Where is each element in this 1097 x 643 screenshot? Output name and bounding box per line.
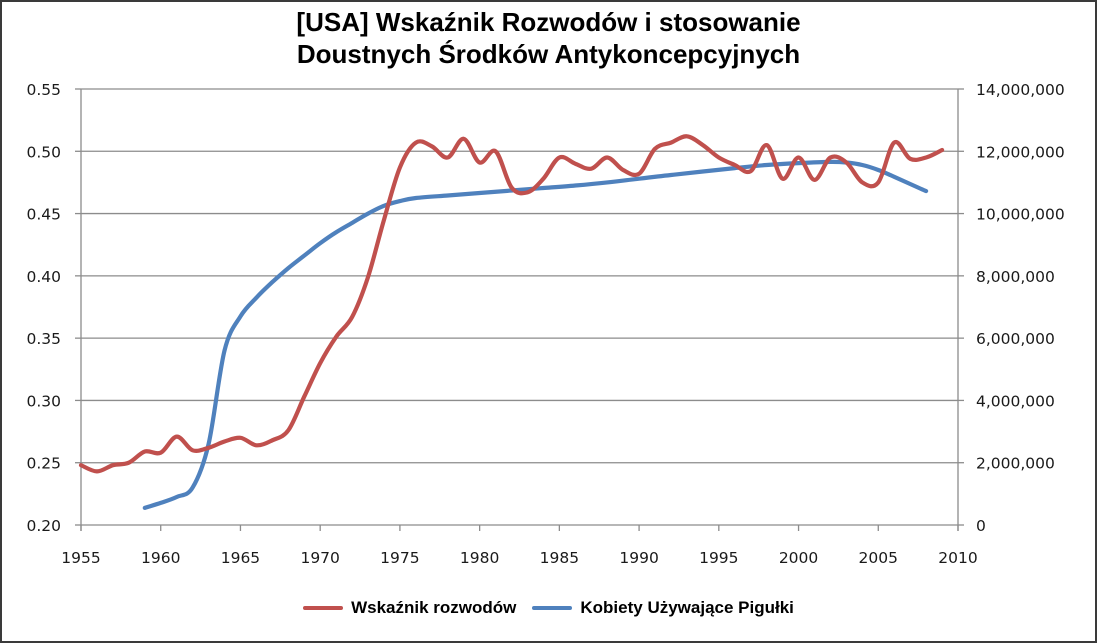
y-right-tick-label: 0 (976, 517, 986, 535)
y-left-tick-label: 0.40 (26, 268, 61, 286)
x-tick-label: 2010 (938, 549, 977, 567)
divorce-rate-line (78, 134, 945, 474)
x-tick-label: 1965 (221, 549, 260, 567)
y-right-tick-label: 10,000,000 (976, 206, 1065, 224)
y-left-tick-label: 0.45 (26, 206, 61, 224)
legend-item-divorce-rate: Wskaźnik rozwodów (303, 598, 516, 618)
y-left-tick-label: 0.30 (26, 392, 61, 410)
y-right-tick-label: 6,000,000 (976, 330, 1055, 348)
legend: Wskaźnik rozwodów Kobiety Używające Pigu… (0, 595, 1097, 621)
chart-title-line-1: [USA] Wskaźnik Rozwodów i stosowanie (296, 7, 801, 37)
legend-swatch-blue-line-icon (532, 606, 573, 610)
y-right-tick-label: 4,000,000 (976, 392, 1055, 410)
x-tick-label: 1990 (619, 549, 658, 567)
y-left-tick-label: 0.35 (26, 330, 61, 348)
gridlines (81, 88, 958, 464)
legend-label: Wskaźnik rozwodów (351, 598, 517, 617)
y-left-tick-label: 0.50 (26, 143, 61, 161)
chart-title-line-2: Doustnych Środków Antykoncepcyjnych (296, 39, 801, 69)
x-tick-label: 1960 (141, 549, 180, 567)
y-right-tick-label: 8,000,000 (976, 268, 1055, 286)
pill-users-line (142, 159, 929, 510)
x-tick-label: 2005 (859, 549, 898, 567)
x-tick-label: 1955 (61, 549, 100, 567)
y-right-tick-label: 14,000,000 (976, 81, 1065, 99)
x-tick-label: 1970 (300, 549, 339, 567)
y-right-tick-label: 2,000,000 (976, 455, 1055, 473)
y-left-tick-label: 0.20 (26, 517, 61, 535)
x-tick-label: 1980 (460, 549, 499, 567)
legend-item-pill-users: Kobiety Używające Pigułki (532, 598, 794, 618)
data-series (78, 134, 945, 510)
x-tick-label: 1995 (699, 549, 738, 567)
legend-label: Kobiety Używające Pigułki (580, 598, 794, 617)
x-tick-label: 1985 (540, 549, 579, 567)
y-right-tick-label: 12,000,000 (976, 143, 1065, 161)
y-left-tick-label: 0.55 (26, 81, 61, 99)
axes: 0.55 0.50 0.45 0.40 0.35 0.30 0.25 0.20 14,000,0… (26, 81, 1064, 567)
chart-title: [USA] Wskaźnik Rozwodów i stosowanie Dou… (0, 6, 1097, 70)
y-left-tick-label: 0.25 (26, 455, 61, 473)
x-tick-label: 1975 (380, 549, 419, 567)
x-tick-label: 2000 (779, 549, 818, 567)
legend-swatch-red-line-icon (303, 606, 344, 610)
